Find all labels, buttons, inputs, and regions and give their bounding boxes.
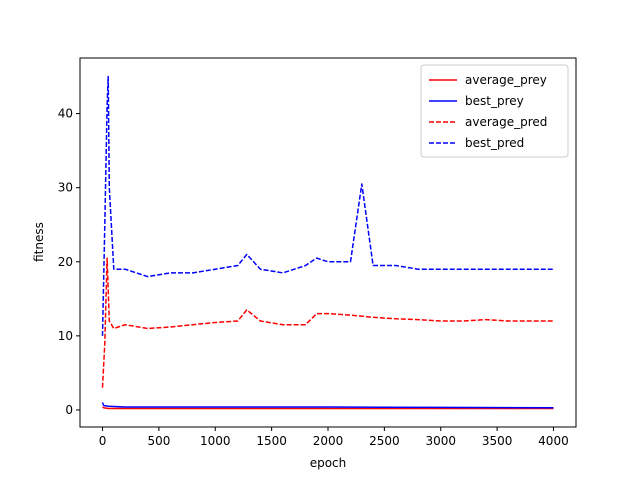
y-tick-label: 40	[58, 107, 73, 121]
x-tick-label: 3500	[482, 434, 513, 448]
series-layer	[101, 75, 554, 410]
x-tick-label: 1000	[200, 434, 231, 448]
x-tick-label: 2000	[313, 434, 344, 448]
y-axis: 0 10 20 30 40	[58, 107, 80, 417]
x-tick-label: 1500	[256, 434, 287, 448]
y-tick-label: 0	[65, 403, 73, 417]
y-axis-label: fitness	[32, 222, 46, 262]
y-tick-label: 10	[58, 329, 73, 343]
x-tick-label: 3000	[425, 434, 456, 448]
x-axis: 0 500 1000 1500 2000 2500 3000 3500 4000	[99, 427, 569, 448]
y-tick-label: 30	[58, 181, 73, 195]
y-tick-label: 20	[58, 255, 73, 269]
legend-box	[420, 64, 569, 158]
legend-label: best_prey	[465, 94, 524, 108]
series-line-average-pred	[101, 257, 554, 388]
x-tick-label: 0	[99, 434, 107, 448]
x-tick-label: 500	[147, 434, 170, 448]
series-line-best-prey	[101, 402, 554, 409]
series-line-average-prey	[102, 406, 554, 410]
x-tick-label: 4000	[538, 434, 569, 448]
legend-label: average_prey	[465, 73, 547, 87]
legend-label: best_pred	[465, 136, 524, 150]
x-axis-label: epoch	[310, 456, 347, 470]
legend: average_prey best_prey average_pred best_pr…	[420, 64, 569, 158]
legend-label: average_pred	[465, 115, 547, 129]
x-tick-label: 2500	[369, 434, 400, 448]
